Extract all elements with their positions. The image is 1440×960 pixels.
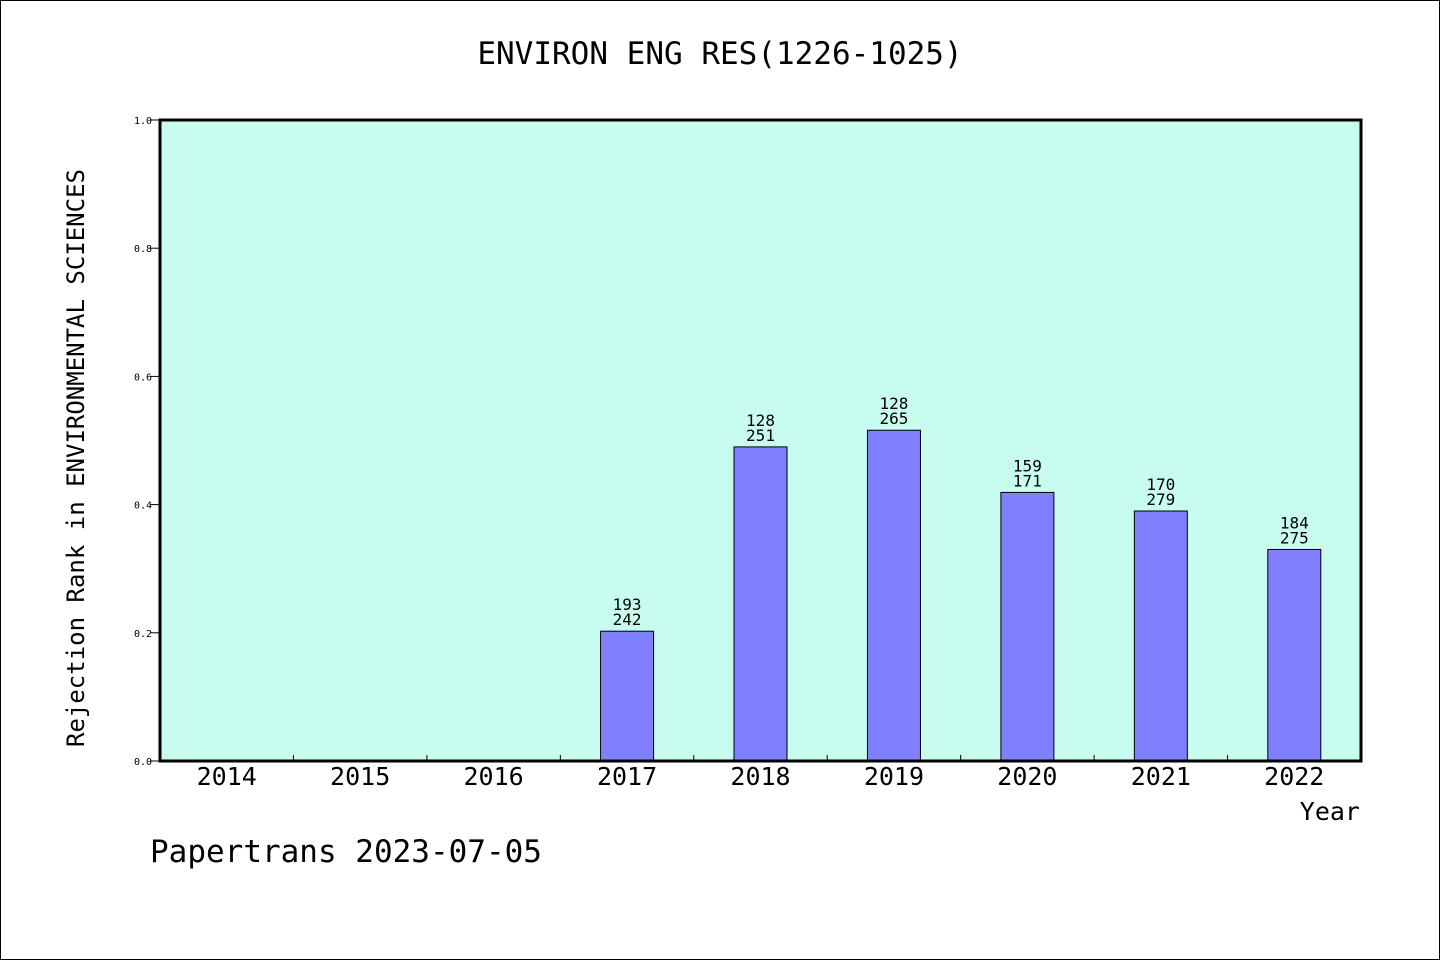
- bar-2019: [866, 429, 921, 762]
- x-tick-label-2017: 2017: [597, 762, 657, 791]
- x-tick-label-2016: 2016: [464, 762, 524, 791]
- bar-label-bottom-2021: 279: [1146, 490, 1175, 509]
- x-tick-label-2020: 2020: [997, 762, 1057, 791]
- bar-label-bottom-2022: 275: [1280, 528, 1309, 547]
- y-tick-label: 0.4: [134, 501, 152, 512]
- y-tick-label: 0.0: [134, 757, 152, 768]
- footer-credit: Papertrans 2023-07-05: [150, 834, 542, 870]
- bar-label-top-2017: 193: [613, 595, 642, 614]
- y-tick-label: 0.8: [134, 244, 152, 255]
- bar-label-bottom-2018: 251: [746, 426, 775, 445]
- plot-border: [158, 118, 1363, 763]
- bar-label-top-2020: 159: [1013, 456, 1042, 475]
- bar-label-top-2021: 170: [1146, 475, 1175, 494]
- bar-2022: [1267, 548, 1322, 762]
- bar-label-top-2022: 184: [1280, 513, 1309, 532]
- bar-label-bottom-2019: 265: [879, 409, 908, 428]
- bar-series: [600, 429, 1322, 762]
- x-tick-label-2021: 2021: [1131, 762, 1191, 791]
- bar-label-bottom-2020: 171: [1013, 471, 1042, 490]
- x-tick-label-2015: 2015: [330, 762, 390, 791]
- x-tick-label-2018: 2018: [730, 762, 790, 791]
- y-tick-label: 0.2: [134, 629, 152, 640]
- bar-label-top-2018: 128: [746, 411, 775, 430]
- y-axis: 0.0 0.2 0.4 0.6 0.8 1.0: [134, 116, 160, 768]
- bar-2018: [733, 446, 788, 762]
- x-tick-label-2014: 2014: [197, 762, 257, 791]
- chart-title: ENVIRON ENG RES(1226-1025): [477, 36, 963, 72]
- bar-2017: [600, 630, 655, 762]
- bar-label-bottom-2017: 242: [613, 610, 642, 629]
- x-tick-label-2019: 2019: [864, 762, 924, 791]
- y-tick-label: 1.0: [134, 116, 152, 127]
- bar-2021: [1133, 510, 1188, 762]
- bar-label-top-2019: 128: [879, 394, 908, 413]
- bar-2020: [1000, 491, 1055, 762]
- x-axis: 2014 2015 2016 2017 2018 2019 2020 2021 2022: [197, 755, 1324, 791]
- y-tick-label: 0.6: [134, 372, 152, 383]
- x-axis-label: Year: [1299, 797, 1360, 826]
- x-tick-label-2022: 2022: [1264, 762, 1324, 791]
